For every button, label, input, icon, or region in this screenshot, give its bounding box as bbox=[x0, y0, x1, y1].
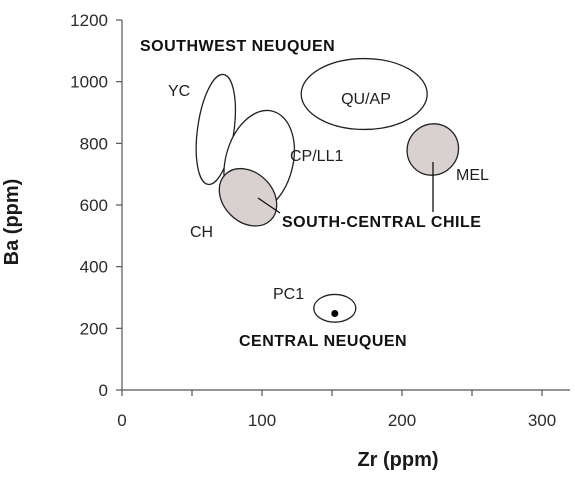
leader-line-ch bbox=[257, 197, 281, 214]
field-label-pc1: PC1 bbox=[273, 286, 304, 303]
points-layer bbox=[331, 310, 339, 318]
y-tick-label: 600 bbox=[80, 196, 108, 215]
y-tick-label: 400 bbox=[80, 258, 108, 277]
x-tick-label: 0 bbox=[117, 411, 126, 430]
fields-layer bbox=[195, 57, 460, 323]
field-label-qu-ap: QU/AP bbox=[341, 91, 391, 108]
axes-layer: 0 200 400 600 800 1000 1200 0 100 200 300 bbox=[70, 11, 570, 430]
x-axis-title: Zr (ppm) bbox=[357, 449, 438, 471]
field-pc1-ellipse bbox=[313, 293, 357, 323]
x-tick-label: 100 bbox=[248, 411, 276, 430]
region-label-south-central-chile: SOUTH-CENTRAL CHILE bbox=[282, 214, 481, 231]
region-label-southwest-neuquen: SOUTHWEST NEUQUEN bbox=[140, 38, 335, 55]
field-ch-ellipse bbox=[218, 167, 278, 227]
data-point bbox=[331, 310, 339, 318]
connectors-layer bbox=[257, 162, 434, 214]
y-tick-label: 0 bbox=[99, 381, 108, 400]
field-label-mel: MEL bbox=[456, 167, 489, 184]
field-label-ch: CH bbox=[190, 224, 213, 241]
field-mel-ellipse bbox=[406, 123, 460, 176]
field-label-yc: YC bbox=[168, 83, 190, 100]
y-tick-label: 800 bbox=[80, 134, 108, 153]
y-axis-title: Ba (ppm) bbox=[1, 179, 23, 266]
x-tick-label: 300 bbox=[528, 411, 556, 430]
region-label-central-neuquen: CENTRAL NEUQUEN bbox=[239, 333, 407, 350]
field-qu-ap-ellipse bbox=[300, 57, 428, 131]
x-tick-label: 200 bbox=[388, 411, 416, 430]
y-tick-label: 1000 bbox=[70, 73, 108, 92]
y-tick-label: 200 bbox=[80, 319, 108, 338]
field-label-cp-ll1: CP/LL1 bbox=[290, 148, 343, 165]
y-tick-label: 1200 bbox=[70, 11, 108, 30]
